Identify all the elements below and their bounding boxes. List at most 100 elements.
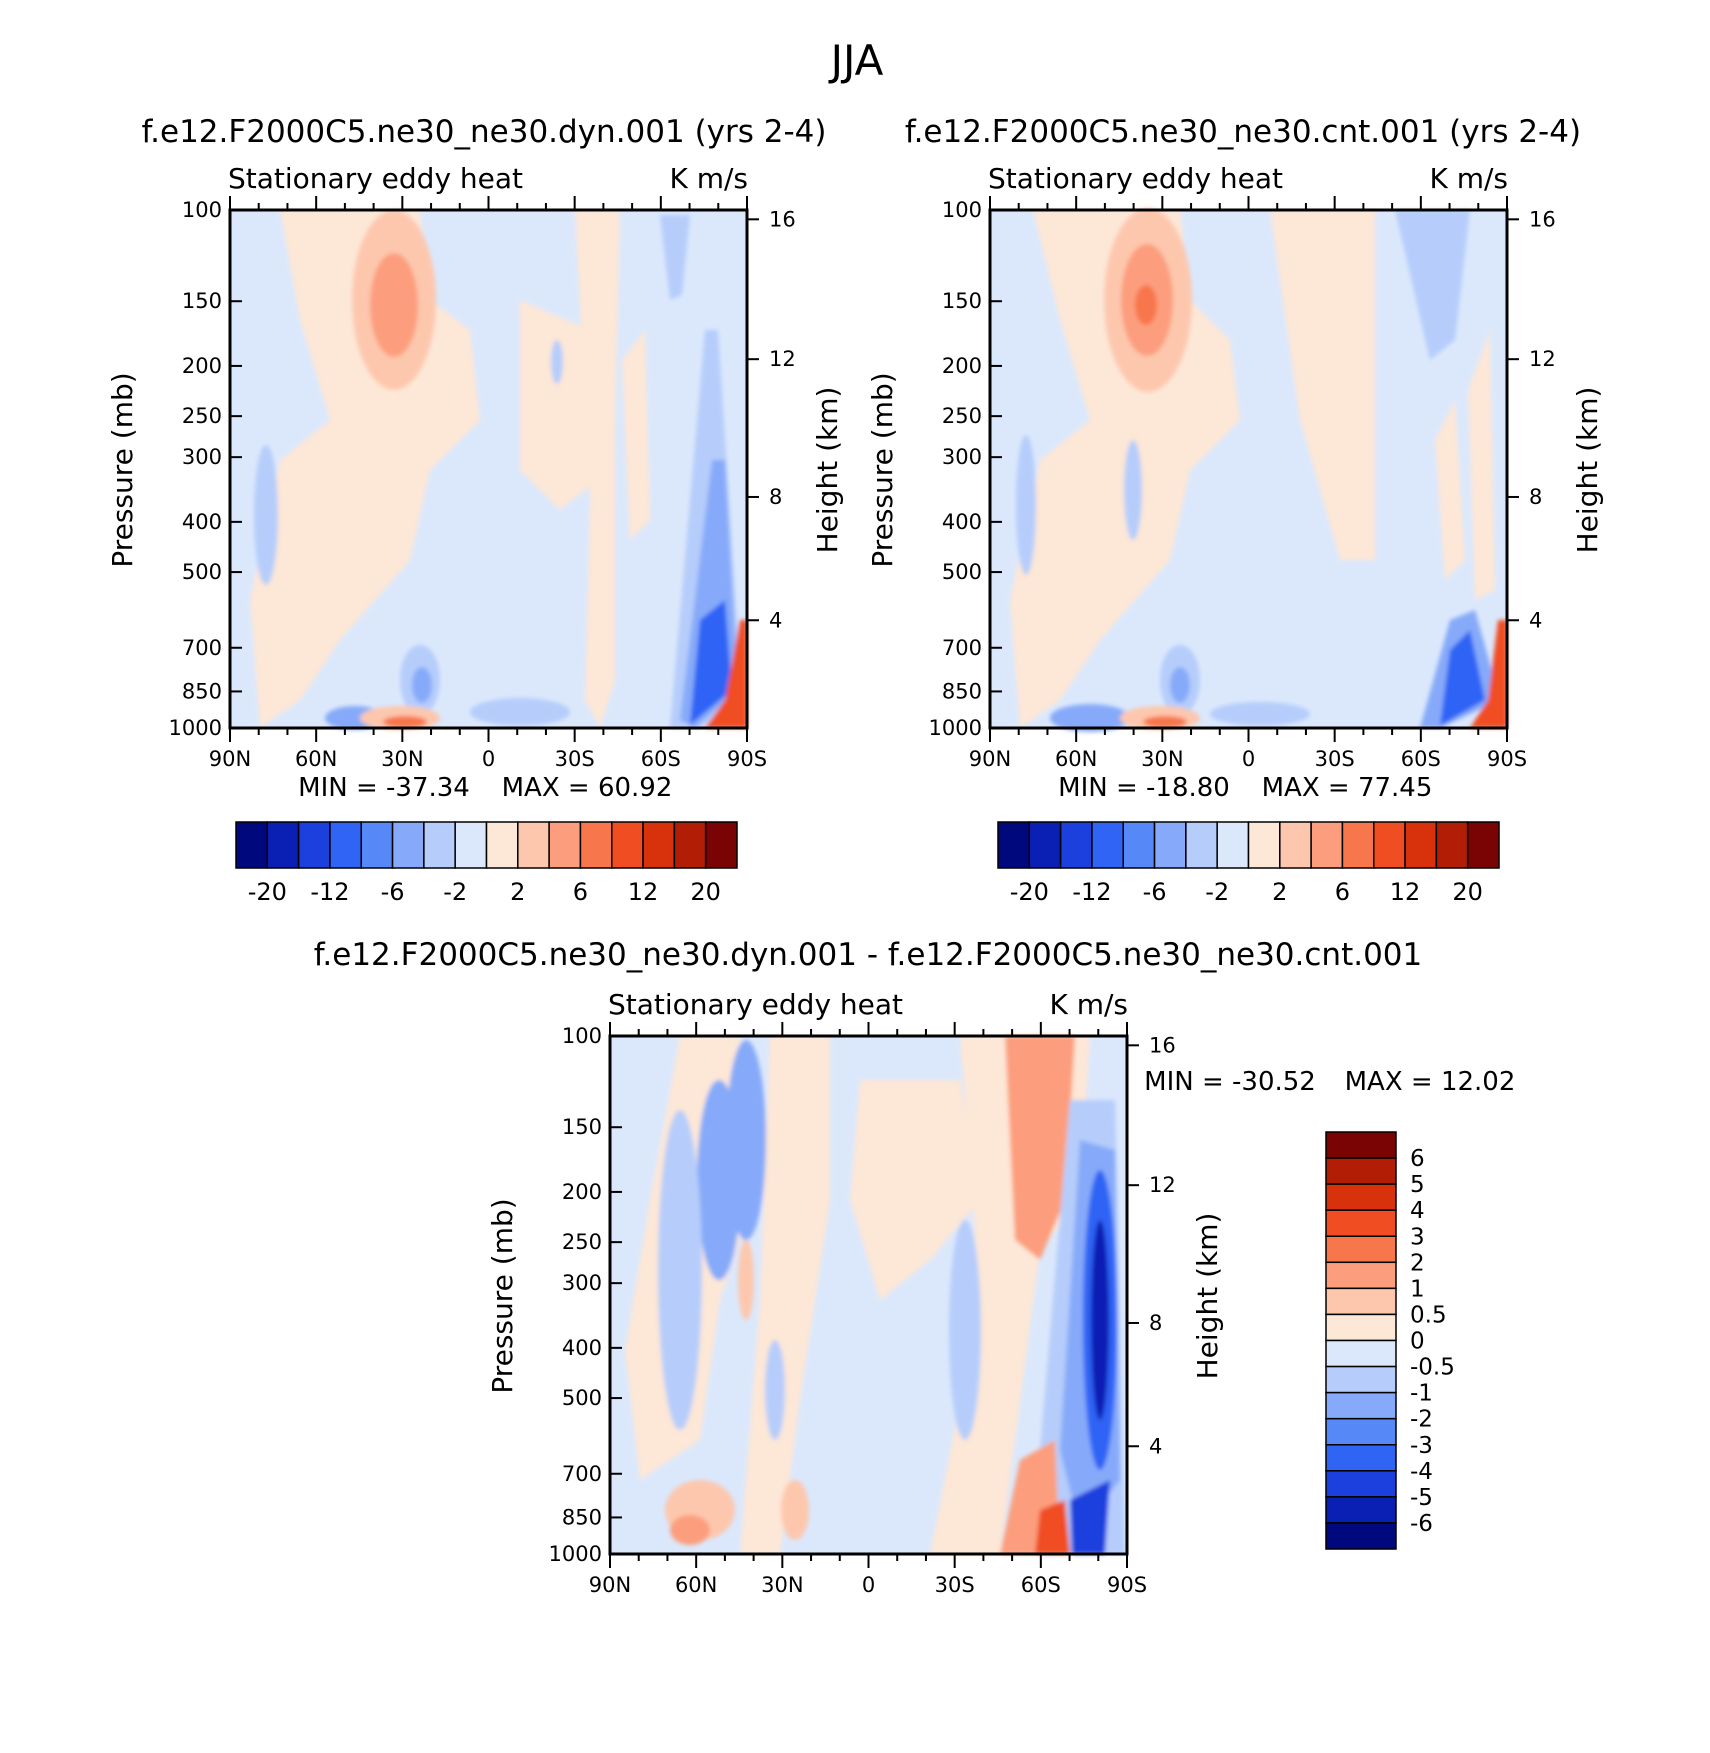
diff-pressure-tick-label: 400	[562, 1336, 602, 1360]
dyn-pressure-tick-label: 400	[182, 510, 222, 534]
diff-lat-tick-label: 60N	[675, 1573, 717, 1597]
cnt-colorbar: -20 -12 -6 -2 2 6 12 20	[997, 821, 1500, 906]
dyn-lat-tick-label: 90S	[727, 747, 767, 771]
diff-neg-40n-lower	[765, 1340, 785, 1440]
dyn-ylabel-left: Pressure (mb)	[106, 372, 139, 567]
cnt-pressure-tick-label: 250	[942, 404, 982, 428]
diff-colorbar-label: -0.5	[1410, 1355, 1455, 1381]
diff-colorbar-swatch	[1325, 1261, 1397, 1290]
cnt-antarctic-pos-core	[1470, 620, 1507, 728]
diff-lat-tick-label: 30N	[761, 1573, 803, 1597]
dyn-colorbar-swatch	[611, 821, 644, 869]
diff-lat-ticks: 90N 60N 30N 0 30S 60S 90S	[589, 1022, 1147, 1597]
diff-colorbar-swatch	[1325, 1287, 1397, 1316]
cnt-ylabel-left: Pressure (mb)	[866, 372, 899, 567]
dyn-jet-max-inner	[370, 253, 418, 357]
diff-colorbar-swatch	[1325, 1391, 1397, 1420]
cnt-lat-tick-label: 60N	[1055, 747, 1097, 771]
cnt-colorbar-label: 20	[1452, 878, 1483, 906]
dyn-ylabel-right: Height (km)	[811, 387, 844, 554]
dyn-pressure-tick-label: 300	[182, 445, 222, 469]
cnt-colorbar-swatch	[1341, 821, 1375, 869]
cnt-ylabel-right: Height (km)	[1571, 387, 1604, 554]
cnt-positive-band-sh	[1270, 210, 1375, 560]
diff-colorbar-label: 0	[1410, 1329, 1425, 1355]
dyn-positive-band-60s	[622, 330, 650, 540]
dyn-min-label: MIN = -37.34	[298, 773, 470, 803]
cnt-colorbar-swatch	[997, 821, 1031, 869]
cnt-pressure-tick-label: 150	[942, 289, 982, 313]
diff-neg-30s	[949, 1220, 981, 1440]
diff-antarctic-neg-max	[1091, 1220, 1109, 1420]
cnt-colorbar-swatch	[1404, 821, 1438, 869]
diff-colorbar-label: -5	[1410, 1485, 1433, 1511]
diff-max-label: MAX = 12.02	[1345, 1067, 1516, 1097]
cnt-pressure-tick-label: 850	[942, 679, 982, 703]
dyn-colorbar-swatch	[485, 821, 519, 869]
cnt-pressure-tick-label: 500	[942, 560, 982, 584]
dyn-max-label: MAX = 60.92	[502, 773, 673, 803]
cnt-neg-70n	[1016, 435, 1036, 575]
diff-height-tick-label: 4	[1149, 1434, 1162, 1458]
dyn-neg-70n	[254, 445, 278, 585]
dyn-lat-tick-label: 0	[482, 747, 495, 771]
diff-lat-tick-label: 90S	[1107, 1573, 1147, 1597]
diff-pos-45n-mid	[738, 1240, 754, 1320]
cnt-pressure-tick-label: 400	[942, 510, 982, 534]
panel-diff-subtitle-left: Stationary eddy heat	[608, 988, 903, 1021]
diff-height-tick-label: 8	[1149, 1311, 1162, 1335]
cnt-colorbar-label: -2	[1205, 878, 1229, 906]
cnt-pressure-tick-label: 1000	[929, 716, 982, 740]
dyn-colorbar-label: -2	[443, 878, 467, 906]
diff-neg-40n-upper	[726, 1040, 766, 1240]
diff-lat-tick-label: 0	[862, 1573, 875, 1597]
dyn-pressure-tick-label: 100	[182, 198, 222, 222]
diff-colorbar-swatch	[1325, 1183, 1397, 1211]
panel-cnt-title: f.e12.F2000C5.ne30_ne30.cnt.001 (yrs 2-4…	[905, 114, 1581, 150]
cnt-positive-band-60s	[1435, 400, 1465, 580]
cnt-colorbar-label: -12	[1072, 878, 1111, 906]
diff-pressure-tick-label: 1000	[549, 1542, 602, 1566]
diff-colorbar-swatch	[1325, 1417, 1397, 1446]
diff-colorbar-label: 3	[1410, 1224, 1425, 1250]
dyn-pressure-ticks: 100 150 200 250 300 400 500 700 850 1000	[169, 198, 242, 740]
diff-ylabel-left: Pressure (mb)	[486, 1198, 519, 1393]
dyn-height-ticks: 16 12 8 4	[747, 207, 796, 632]
cnt-lat-ticks: 90N 60N 30N 0 30S 60S 90S	[969, 196, 1527, 771]
cnt-colorbar-swatch	[1059, 821, 1093, 869]
cnt-colorbar-swatch	[1310, 821, 1344, 869]
diff-lat-tick-label: 30S	[935, 1573, 975, 1597]
diff-colorbar-label: 4	[1410, 1198, 1425, 1224]
cnt-height-ticks: 16 12 8 4	[1507, 207, 1556, 632]
dyn-lat-tick-label: 30S	[555, 747, 595, 771]
cnt-lat-tick-label: 60S	[1401, 747, 1441, 771]
dyn-pressure-tick-label: 150	[182, 289, 222, 313]
dyn-colorbar-swatch	[235, 821, 269, 869]
dyn-pressure-tick-label: 500	[182, 560, 222, 584]
cnt-colorbar-label: 12	[1390, 878, 1421, 906]
diff-colorbar-label: -4	[1410, 1459, 1433, 1485]
cnt-lat-tick-label: 90N	[969, 747, 1011, 771]
cnt-colorbar-swatch	[1122, 821, 1156, 869]
dyn-antarctic-pos-core	[705, 620, 747, 728]
dyn-colorbar-label: 12	[628, 878, 659, 906]
cnt-neg-40n	[1124, 440, 1142, 540]
diff-pos-nh-band-2	[740, 1036, 830, 1554]
cnt-height-tick-label: 12	[1529, 347, 1556, 371]
diff-colorbar-swatch	[1325, 1313, 1397, 1342]
diff-pressure-tick-label: 100	[562, 1024, 602, 1048]
dyn-colorbar-swatch	[266, 821, 300, 869]
diff-ylabel-right: Height (km)	[1191, 1213, 1224, 1380]
panel-diff: f.e12.F2000C5.ne30_ne30.dyn.001 - f.e12.…	[314, 937, 1516, 1597]
diff-colorbar-swatch	[1325, 1131, 1397, 1159]
dyn-lat-tick-label: 60S	[641, 747, 681, 771]
dyn-height-tick-label: 8	[769, 485, 782, 509]
dyn-colorbar-swatch	[579, 821, 613, 869]
dyn-colorbar-swatch	[391, 821, 425, 869]
dyn-positive-band-sh	[575, 210, 620, 728]
cnt-pressure-tick-label: 300	[942, 445, 982, 469]
diff-colorbar-label: -6	[1410, 1511, 1433, 1537]
dyn-neg-eq-surface	[470, 698, 570, 726]
cnt-pos-30n-core	[1143, 716, 1187, 728]
dyn-lat-tick-label: 30N	[381, 747, 423, 771]
